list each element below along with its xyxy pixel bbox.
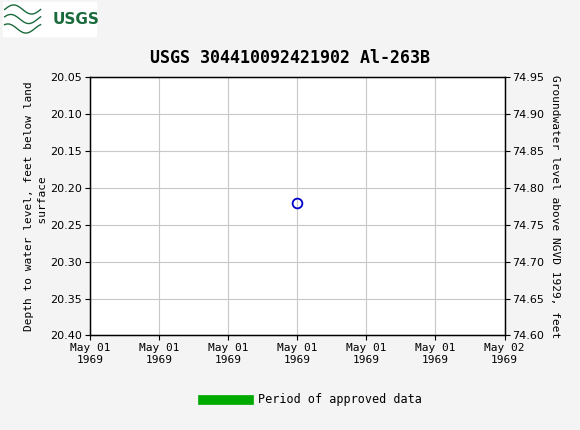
Text: Period of approved data: Period of approved data <box>258 393 422 406</box>
Y-axis label: Groundwater level above NGVD 1929, feet: Groundwater level above NGVD 1929, feet <box>550 75 560 338</box>
Text: USGS: USGS <box>52 12 99 27</box>
Y-axis label: Depth to water level, feet below land
  surface: Depth to water level, feet below land su… <box>24 82 48 331</box>
Text: USGS 304410092421902 Al-263B: USGS 304410092421902 Al-263B <box>150 49 430 67</box>
Bar <box>3 2 96 36</box>
